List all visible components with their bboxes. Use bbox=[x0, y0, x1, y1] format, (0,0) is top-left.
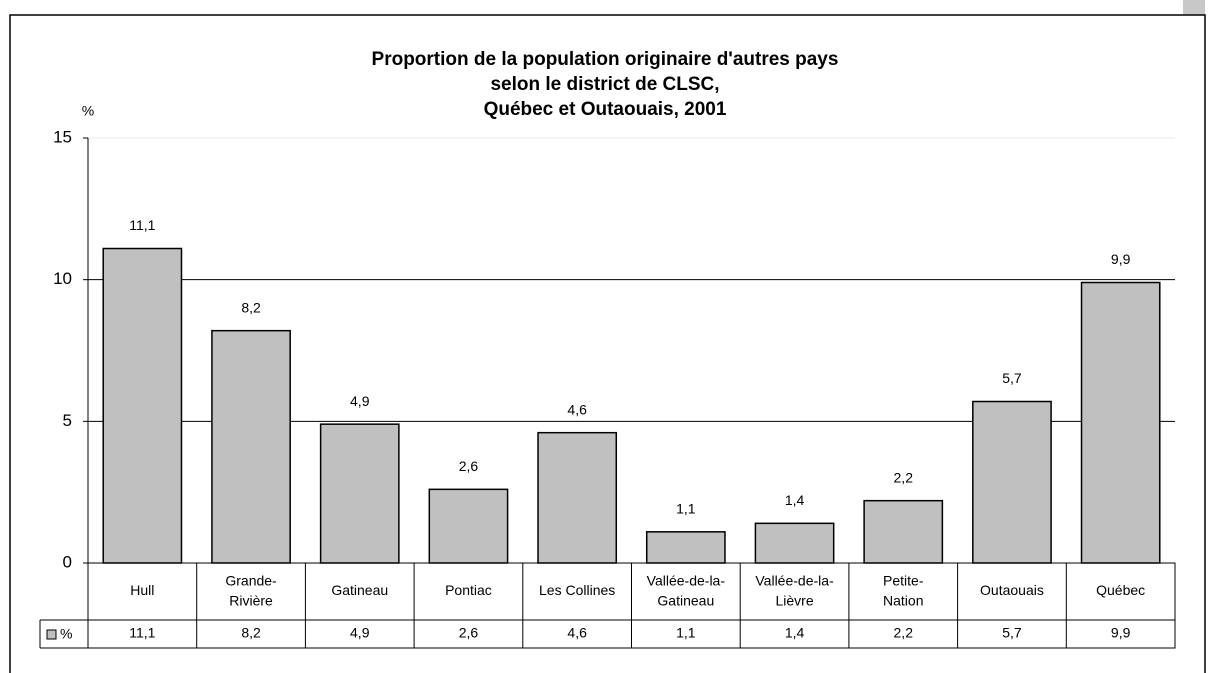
data-label: 1,4 bbox=[785, 492, 805, 508]
bar bbox=[319, 423, 400, 564]
y-tick-label: 0 bbox=[63, 552, 72, 571]
corner-block bbox=[1183, 0, 1205, 15]
data-label: 5,7 bbox=[1002, 370, 1022, 386]
bar bbox=[211, 329, 291, 564]
x-tick-label: Grande-Rivière bbox=[225, 572, 277, 608]
data-label: 2,6 bbox=[459, 458, 479, 474]
table-value: 8,2 bbox=[241, 625, 261, 641]
bar bbox=[1080, 281, 1161, 564]
bar bbox=[428, 488, 509, 564]
x-tick-label: Vallée-de-la-Gatineau bbox=[647, 572, 726, 608]
chart-title: selon le district de CLSC, bbox=[490, 74, 719, 95]
data-label: 2,2 bbox=[894, 469, 914, 485]
x-tick-label: Outaouais bbox=[980, 582, 1044, 598]
bar bbox=[537, 431, 618, 564]
y-tick-label: 15 bbox=[53, 127, 72, 146]
y-tick-label: 10 bbox=[53, 269, 72, 288]
table-value: 4,6 bbox=[567, 625, 587, 641]
chart-title: Québec et Outaouais, 2001 bbox=[484, 99, 727, 120]
table-value: 1,1 bbox=[676, 625, 696, 641]
data-label: 4,9 bbox=[350, 393, 370, 409]
table-value: 2,2 bbox=[894, 625, 914, 641]
legend-label: % bbox=[60, 626, 72, 642]
frame bbox=[9, 14, 1206, 673]
x-tick-label: Les Collines bbox=[539, 582, 615, 598]
legend-swatch bbox=[46, 629, 57, 640]
bar bbox=[972, 400, 1052, 564]
x-tick-label: Vallée-de-la-Lièvre bbox=[755, 572, 834, 608]
bar bbox=[863, 499, 944, 564]
y-tick-label: 5 bbox=[63, 411, 72, 430]
data-label: 11,1 bbox=[129, 217, 155, 233]
table-value: 9,9 bbox=[1111, 625, 1131, 641]
data-label: 9,9 bbox=[1111, 251, 1131, 267]
table-value: 1,4 bbox=[785, 625, 805, 641]
bar bbox=[645, 531, 726, 564]
x-tick-label: Hull bbox=[130, 582, 154, 598]
x-tick-label: Québec bbox=[1096, 582, 1145, 598]
table-value: 5,7 bbox=[1002, 625, 1022, 641]
table-value: 2,6 bbox=[459, 625, 479, 641]
chart-title: Proportion de la population originaire d… bbox=[372, 49, 839, 70]
y-axis-label: % bbox=[82, 103, 94, 119]
bar bbox=[754, 522, 835, 564]
table-value: 11,1 bbox=[129, 625, 155, 641]
data-label: 8,2 bbox=[241, 299, 261, 315]
x-tick-label: Petite-Nation bbox=[883, 572, 924, 608]
table-value: 4,9 bbox=[350, 625, 370, 641]
data-label: 1,1 bbox=[676, 501, 696, 517]
x-tick-label: Pontiac bbox=[445, 582, 492, 598]
x-tick-label: Gatineau bbox=[331, 582, 388, 598]
bar bbox=[102, 247, 183, 564]
data-label: 4,6 bbox=[567, 401, 587, 417]
